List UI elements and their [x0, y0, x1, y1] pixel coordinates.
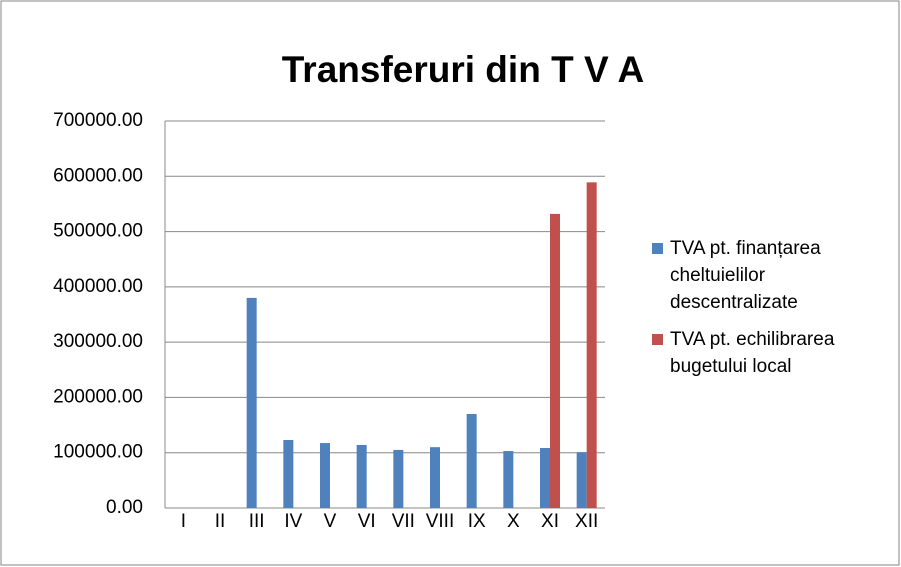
bar: [540, 448, 550, 508]
x-tick-label: XII: [575, 511, 598, 532]
y-tick-label: 200000.00: [53, 386, 143, 407]
legend-swatch: [652, 334, 663, 345]
x-tick-label: III: [249, 511, 265, 532]
x-tick-label: IV: [284, 511, 302, 532]
legend-label: TVA pt. finanțarea cheltuielilor descent…: [670, 238, 821, 313]
bar: [246, 297, 257, 508]
bar: [430, 447, 440, 508]
x-tick-label: VIII: [426, 511, 455, 532]
legend-swatch: [652, 243, 663, 254]
legend-label: TVA pt. echilibrarea bugetului local: [670, 329, 835, 377]
x-tick-label: I: [181, 511, 186, 532]
y-tick-label: 100000.00: [53, 442, 143, 463]
bar: [466, 414, 477, 508]
bar: [503, 451, 514, 508]
chart-title: Transferuri din T V A: [282, 49, 645, 90]
y-tick-label: 500000.00: [53, 221, 143, 242]
bar: [320, 443, 330, 508]
x-tick-label: V: [324, 511, 337, 532]
bar: [356, 444, 367, 508]
x-tick-label: XI: [541, 511, 559, 532]
x-tick-label: II: [215, 511, 226, 532]
y-tick-label: 700000.00: [53, 110, 143, 131]
y-tick-label: 600000.00: [53, 165, 143, 186]
bar: [586, 182, 597, 509]
x-tick-label: VII: [392, 511, 415, 532]
bar: [550, 213, 560, 508]
x-tick-label: IX: [468, 511, 486, 532]
x-tick-label: VI: [358, 511, 376, 532]
y-tick-label: 0.00: [106, 497, 143, 518]
x-tick-label: X: [507, 511, 520, 532]
bar: [393, 449, 404, 508]
bar: [283, 439, 294, 508]
bar: [576, 452, 587, 508]
y-tick-label: 300000.00: [53, 331, 143, 352]
y-tick-label: 400000.00: [53, 276, 143, 297]
